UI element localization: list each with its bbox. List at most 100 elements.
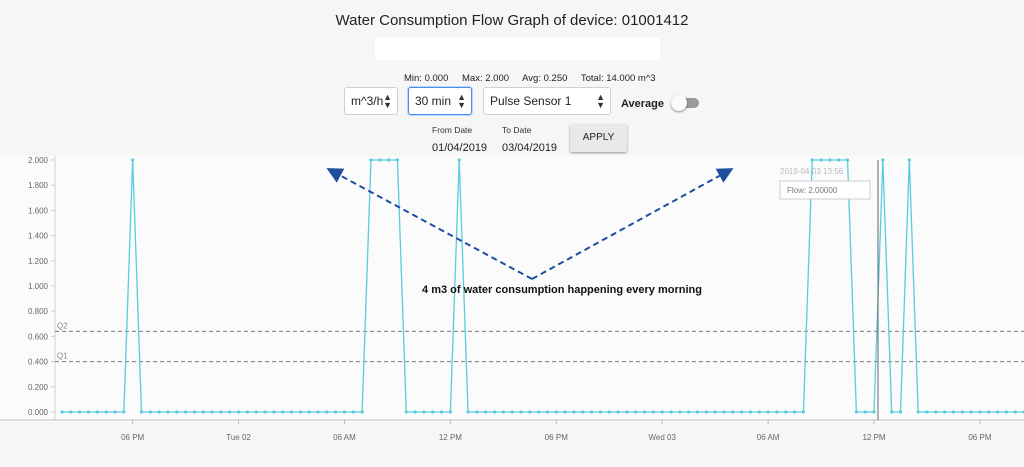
data-point (837, 158, 841, 162)
stat-max: Max: 2.000 (462, 73, 510, 84)
stat-avg: Avg: 0.250 (522, 73, 568, 84)
data-point (201, 410, 205, 414)
tooltip-text: Flow: 2.00000 (787, 186, 838, 195)
data-point (943, 410, 947, 414)
threshold-label: Q2 (57, 321, 68, 330)
data-point (360, 410, 364, 414)
y-axis-ticks: 0.000 0.200 0.400 0.600 0.800 1.000 1.200 1.400… (28, 156, 55, 417)
threshold-lines: Q2 Q1 (55, 321, 1024, 363)
data-point (342, 410, 347, 414)
toggle-knob (671, 95, 687, 111)
data-point (95, 410, 99, 414)
series-line (62, 159, 1024, 413)
x-tick-label: 06 AM (757, 433, 780, 442)
data-point (245, 410, 249, 414)
data-point (872, 410, 876, 414)
data-point (1013, 410, 1017, 414)
data-point (228, 410, 232, 414)
data-point (987, 410, 991, 414)
data-point (731, 410, 735, 414)
data-point (122, 410, 126, 414)
plot-area (0, 156, 1024, 422)
data-point (819, 158, 823, 162)
data-point (695, 410, 700, 414)
tooltip-box (779, 180, 871, 200)
data-point (316, 410, 320, 414)
data-point (307, 410, 311, 414)
data-point (916, 410, 920, 414)
y-tick-label: 2.000 (28, 156, 49, 165)
y-tick-label: 0.400 (28, 358, 49, 367)
data-point (678, 410, 682, 414)
data-point (86, 410, 91, 414)
apply-button[interactable]: APPLY (570, 124, 627, 152)
data-point (713, 410, 717, 414)
data-point (166, 410, 170, 414)
data-point (263, 410, 267, 414)
page-title: Water Consumption Flow Graph of device: … (335, 12, 689, 29)
annotation-arrow-right (531, 168, 734, 280)
data-point (395, 158, 400, 162)
data-point (334, 410, 338, 414)
interval-select[interactable]: 30 min ▲ ▼ (408, 87, 472, 115)
interval-select-value: 30 min (415, 94, 452, 108)
data-point (766, 410, 770, 414)
unit-select[interactable]: m^3/h ▲ ▼ (344, 87, 398, 115)
data-point (978, 410, 982, 414)
data-point (131, 158, 135, 162)
data-point (634, 410, 638, 414)
to-date-input[interactable]: 03/04/2019 (502, 142, 557, 158)
data-point (581, 410, 585, 414)
threshold-label: Q1 (57, 352, 68, 361)
data-point (616, 410, 620, 414)
data-point (687, 410, 691, 414)
y-tick-label: 1.800 (28, 181, 49, 190)
data-point (757, 410, 761, 414)
from-date-label: From Date (432, 125, 473, 135)
select-arrows-icon: ▲ ▼ (383, 92, 392, 110)
data-point (422, 410, 426, 414)
data-point (554, 410, 558, 414)
data-point (457, 158, 461, 162)
data-point (325, 410, 329, 414)
data-point (960, 410, 964, 414)
data-point (810, 158, 814, 162)
data-point (845, 158, 850, 162)
data-point (378, 158, 382, 162)
data-point (890, 410, 894, 414)
data-point (784, 410, 788, 414)
annotation-arrow-left (326, 168, 533, 280)
data-point (925, 410, 929, 414)
data-point (642, 410, 647, 414)
sensor-select[interactable]: Pulse Sensor 1 ▲ ▼ (483, 87, 611, 115)
data-point (537, 410, 541, 414)
data-point (219, 410, 223, 414)
data-point (722, 410, 726, 414)
select-arrows-icon: ▲ ▼ (457, 92, 466, 110)
data-point (113, 410, 117, 414)
data-point (519, 410, 523, 414)
data-point (448, 410, 452, 414)
data-point (139, 410, 144, 414)
data-point (281, 410, 285, 414)
data-point (298, 410, 302, 414)
annotation-layer: 4 m3 of water consumption happening ever… (326, 168, 734, 296)
data-point (69, 410, 73, 414)
average-toggle[interactable] (671, 95, 699, 111)
data-point (590, 410, 594, 414)
data-point (501, 410, 505, 414)
data-point (563, 410, 567, 414)
chart-grid (0, 156, 1024, 422)
data-point (148, 410, 152, 414)
data-point (863, 410, 867, 414)
data-point (528, 410, 532, 414)
y-tick-label: 1.600 (28, 206, 49, 215)
blank-banner (375, 38, 660, 60)
data-point (651, 410, 655, 414)
data-point (175, 410, 179, 414)
sensor-select-value: Pulse Sensor 1 (490, 94, 572, 108)
y-tick-label: 1.000 (28, 282, 49, 291)
from-date-input[interactable]: 01/04/2019 (432, 142, 487, 158)
data-point (572, 410, 576, 414)
data-point (801, 410, 806, 414)
